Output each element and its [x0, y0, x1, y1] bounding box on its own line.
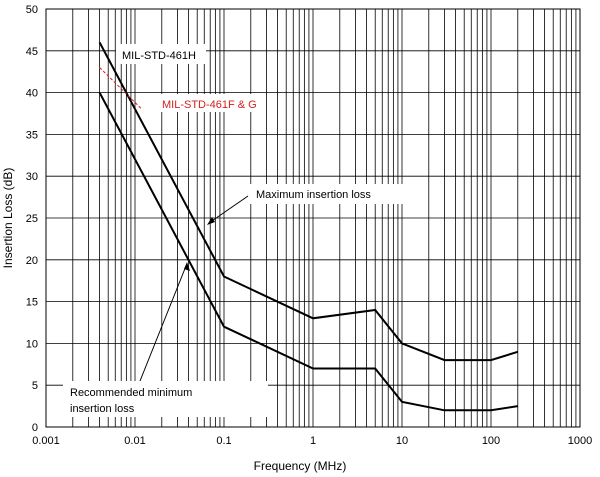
- y-tick-label: 0: [32, 422, 38, 434]
- x-tick-label: 0.01: [124, 435, 145, 447]
- grid: [45, 8, 580, 428]
- annotations: MIL-STD-461H MIL-STD-461F & G Maximum in…: [63, 44, 410, 417]
- annotation-mil461h-bg: [116, 44, 206, 64]
- plot-frame: [45, 8, 581, 428]
- annotation-mil461fg-bg: [158, 94, 258, 112]
- y-tick-label: 20: [26, 255, 38, 267]
- x-tick-label: 10: [396, 435, 408, 447]
- y-tick-label: 10: [26, 338, 38, 350]
- series-line-maximum-insertion-loss: [98, 41, 519, 362]
- y-tick-label: 25: [26, 213, 38, 225]
- x-axis-label: Frequency (MHz): [254, 459, 347, 473]
- x-tick-label: 1000: [568, 435, 592, 447]
- annotation-min-loss-pointer: [139, 265, 187, 382]
- y-tick-label: 45: [26, 46, 38, 58]
- y-tick-label: 50: [26, 4, 38, 16]
- annotation-min-loss-line1: Recommended minimum: [70, 387, 192, 399]
- y-tick-label: 15: [26, 297, 38, 309]
- x-tick-label: 1: [310, 435, 316, 447]
- x-tick-label: 100: [482, 435, 500, 447]
- annotation-min-loss-arrowhead: [184, 262, 190, 271]
- annotation-max-loss-bg: [250, 184, 410, 204]
- x-tick-label: 0.001: [32, 435, 60, 447]
- y-tick-label: 30: [26, 171, 38, 183]
- y-tick-label: 35: [26, 129, 38, 141]
- tick-labels: 0 5 10 15 20 25 30 35 40 45 50 0.001 0.01 0.1 1 10 100 10…: [26, 4, 592, 447]
- annotation-max-loss-arrowhead: [207, 217, 215, 225]
- y-axis-label: Insertion Loss (dB): [1, 168, 15, 269]
- annotation-mil461fg: MIL-STD-461F & G: [162, 99, 257, 111]
- series-group: [98, 41, 519, 412]
- x-tick-label: 0.1: [216, 435, 231, 447]
- annotation-min-loss-bg: [63, 381, 268, 417]
- y-tick-label: 40: [26, 88, 38, 100]
- annotation-min-loss-line2: insertion loss: [70, 403, 135, 415]
- y-tick-label: 5: [32, 380, 38, 392]
- annotation-mil461h: MIL-STD-461H: [122, 50, 196, 62]
- series-line-recommended-minimum-insertion-loss: [98, 92, 518, 412]
- annotation-max-loss: Maximum insertion loss: [256, 189, 371, 201]
- annotation-max-loss-pointer: [208, 195, 249, 224]
